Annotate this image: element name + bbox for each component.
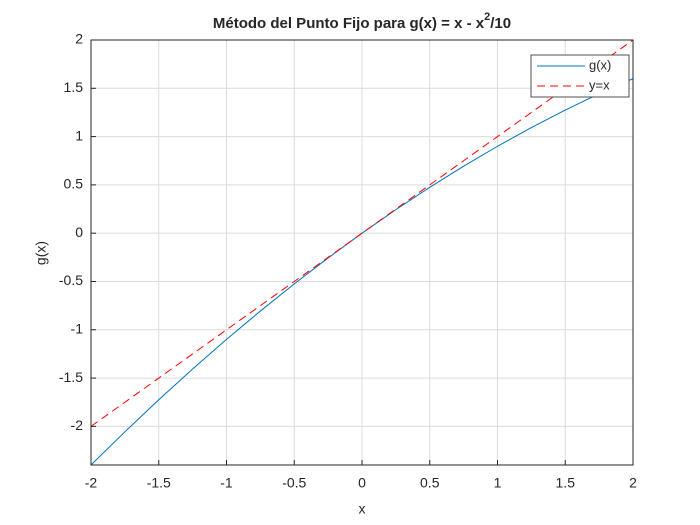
y-tick-label: 1.5	[64, 79, 84, 95]
x-tick-label: 1.5	[556, 475, 576, 491]
y-tick-label: -0.5	[59, 272, 83, 288]
x-tick-label: -1	[220, 475, 233, 491]
x-tick-label: -0.5	[282, 475, 306, 491]
y-tick-label: -2	[71, 417, 84, 433]
x-tick-label: -2	[85, 475, 98, 491]
x-tick-label: -1.5	[147, 475, 171, 491]
title-superscript: 2	[484, 11, 490, 23]
y-tick-label: -1.5	[59, 369, 83, 385]
legend-label: y=x	[589, 77, 610, 92]
y-axis-label: g(x)	[33, 241, 49, 265]
title-text: /10	[490, 15, 511, 32]
y-tick-label: -1	[71, 320, 84, 336]
y-tick-label: 1	[75, 127, 83, 143]
legend: g(x) y=x	[530, 54, 630, 98]
title-text: Método del Punto Fijo para g(x) = x - x	[213, 15, 485, 32]
axes-frame	[90, 39, 634, 466]
chart-title: Método del Punto Fijo para g(x) = x - x2…	[213, 11, 511, 32]
y-tick-label: 0.5	[64, 176, 84, 192]
x-tick-label: 0	[358, 475, 366, 491]
x-axis-label: x	[359, 501, 366, 517]
legend-label: g(x)	[589, 57, 611, 72]
series-line	[90, 39, 634, 427]
legend-box	[530, 54, 630, 98]
x-tick-label: 1	[494, 475, 502, 491]
y-tick-label: 0	[75, 224, 83, 240]
y-tick-label: 2	[75, 31, 83, 47]
x-tick-label: 0.5	[420, 475, 440, 491]
x-tick-label: 2	[629, 475, 637, 491]
